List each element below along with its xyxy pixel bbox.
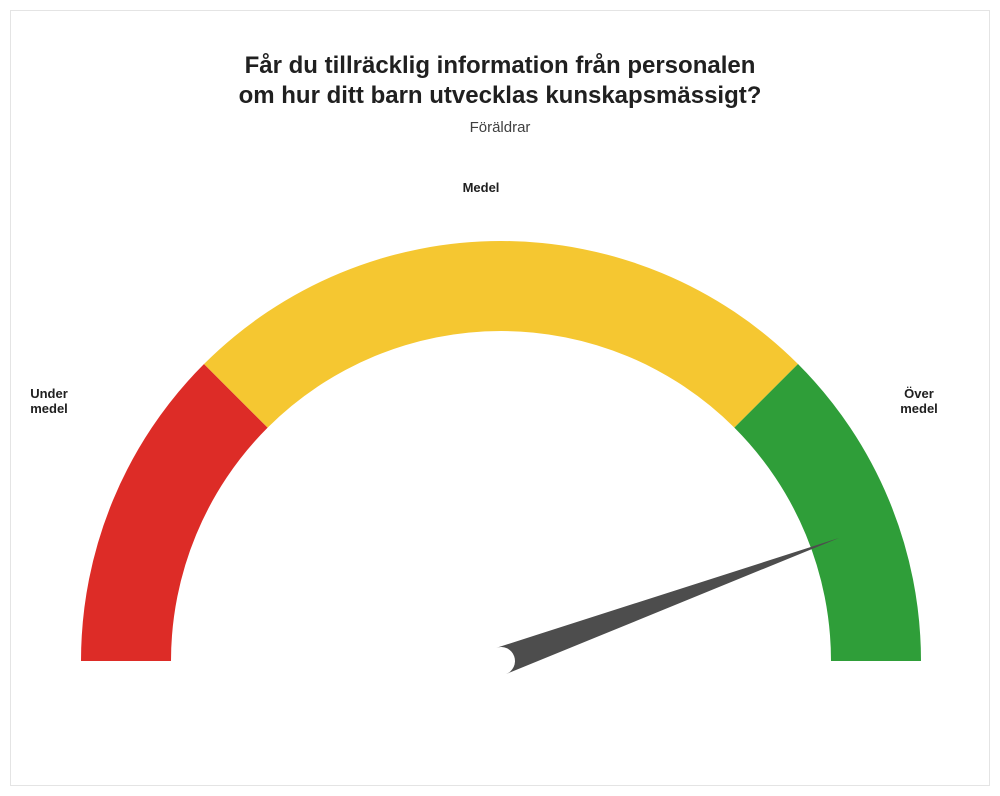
gauge-segment: [81, 364, 268, 661]
gauge-segment: [734, 364, 921, 661]
chart-frame: Får du tillräcklig information från pers…: [10, 10, 990, 786]
gauge-segment: [204, 241, 798, 428]
gauge-svg: [11, 11, 991, 787]
gauge-segment-label: Medel: [463, 181, 500, 196]
gauge-segment-label: Över medel: [900, 387, 938, 417]
gauge-needle: [496, 538, 839, 674]
gauge-segment-label: Under medel: [30, 387, 68, 417]
gauge-chart: [11, 11, 989, 785]
